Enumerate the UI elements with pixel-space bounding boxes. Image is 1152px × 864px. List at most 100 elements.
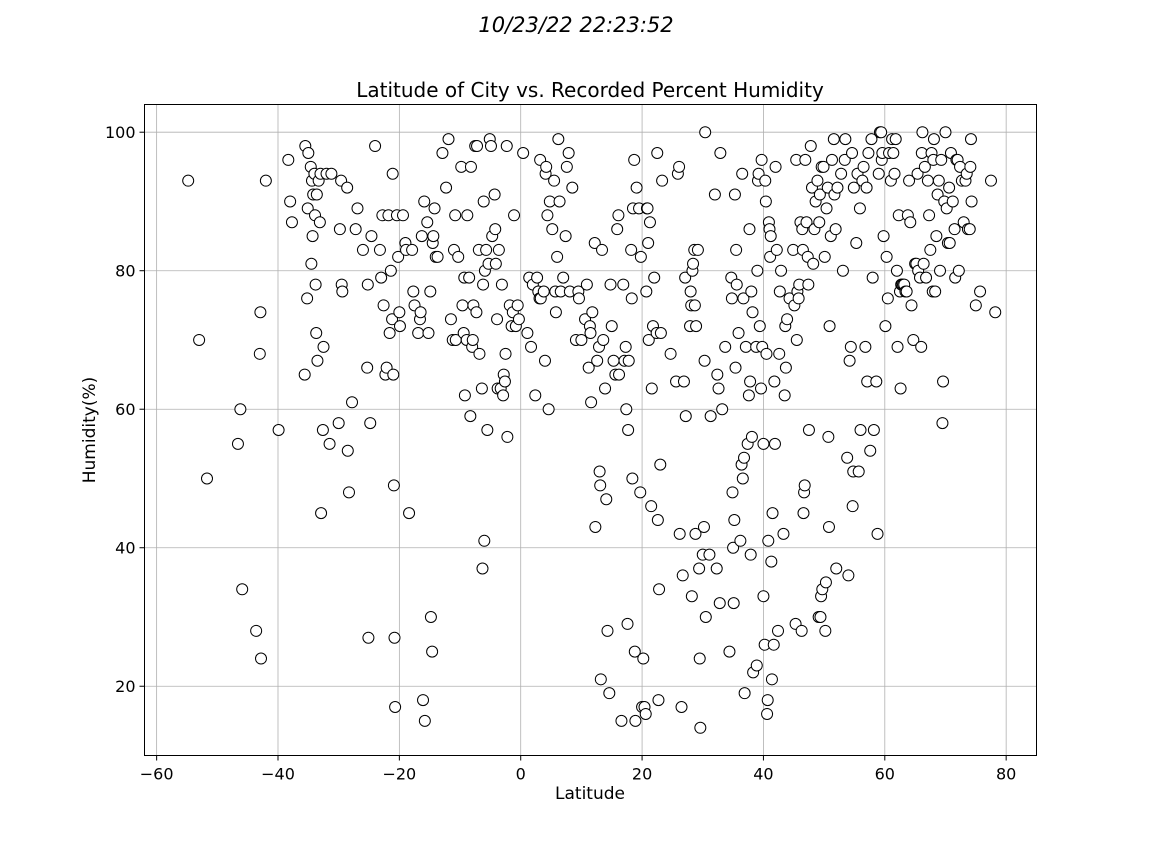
data-point (969, 299, 982, 312)
data-point (859, 340, 872, 353)
data-point (831, 181, 844, 194)
data-point (850, 237, 863, 250)
data-point (952, 264, 965, 277)
x-tick-label: 60 (875, 765, 895, 784)
data-point (759, 174, 772, 187)
data-point (765, 555, 778, 568)
data-point (641, 202, 654, 215)
data-point (710, 562, 723, 575)
data-point (775, 264, 788, 277)
data-point (499, 347, 512, 360)
data-point (309, 278, 322, 291)
data-point (282, 153, 295, 166)
data-point (723, 645, 736, 658)
data-point (477, 278, 490, 291)
data-point (428, 202, 441, 215)
data-point (888, 167, 901, 180)
data-point (272, 424, 285, 436)
data-point (768, 437, 781, 450)
data-point (745, 285, 758, 298)
data-point (826, 153, 839, 166)
data-point (414, 306, 427, 319)
data-point (842, 569, 855, 582)
data-point (253, 347, 266, 360)
data-point (549, 306, 562, 319)
x-tick-label: −20 (382, 765, 416, 784)
data-point (431, 250, 444, 263)
data-point (651, 514, 664, 527)
data-point (364, 417, 377, 430)
data-point (444, 313, 457, 326)
data-point (838, 153, 851, 166)
data-point (677, 375, 690, 388)
data-point (835, 167, 848, 180)
data-point (755, 153, 768, 166)
data-point (729, 361, 742, 374)
data-point (559, 230, 572, 243)
data-point (911, 167, 924, 180)
data-point (847, 181, 860, 194)
data-point (480, 243, 493, 256)
data-point (560, 160, 573, 173)
data-point (822, 520, 835, 533)
data-point (562, 146, 575, 159)
data-point (582, 361, 595, 374)
data-point (628, 153, 641, 166)
data-point (625, 243, 638, 256)
data-point (537, 285, 550, 298)
data-point (802, 424, 815, 436)
data-point (916, 126, 929, 139)
data-point (361, 361, 374, 374)
data-point (777, 527, 790, 540)
data-point (593, 465, 606, 478)
data-point (652, 694, 665, 707)
data-point (475, 382, 488, 395)
data-point (932, 174, 945, 187)
data-point (236, 583, 249, 596)
y-tick-label: 60 (115, 400, 135, 419)
data-point (315, 507, 328, 520)
data-point (406, 243, 419, 256)
data-point (725, 292, 738, 305)
data-point (779, 361, 792, 374)
data-point (853, 202, 866, 215)
data-point (703, 548, 716, 561)
data-point (572, 292, 585, 305)
data-point (386, 313, 399, 326)
data-point (619, 340, 632, 353)
data-point (813, 188, 826, 201)
data-point (442, 133, 455, 146)
data-point (254, 306, 267, 319)
data-point (591, 354, 604, 367)
data-point (790, 333, 803, 346)
data-point (778, 389, 791, 402)
data-point (599, 382, 612, 395)
data-point (393, 306, 406, 319)
data-point (651, 146, 664, 159)
data-point (521, 327, 534, 340)
data-point (551, 250, 564, 263)
data-point (620, 403, 633, 416)
data-point (804, 140, 817, 153)
data-point (182, 174, 195, 187)
data-point (575, 333, 588, 346)
data-point (943, 237, 956, 250)
data-point (384, 264, 397, 277)
data-point (757, 590, 770, 603)
data-point (393, 320, 406, 333)
data-point (383, 327, 396, 340)
data-point (373, 243, 386, 256)
data-point (781, 313, 794, 326)
data-point (964, 160, 977, 173)
data-point (965, 195, 978, 208)
data-point (802, 278, 815, 291)
data-point (546, 223, 559, 236)
data-point (823, 320, 836, 333)
y-tick-label: 20 (115, 677, 135, 696)
data-point (948, 223, 961, 236)
data-point (387, 368, 400, 381)
data-point (621, 617, 634, 630)
data-point (934, 264, 947, 277)
y-axis-label: Humidity(%) (80, 377, 100, 484)
